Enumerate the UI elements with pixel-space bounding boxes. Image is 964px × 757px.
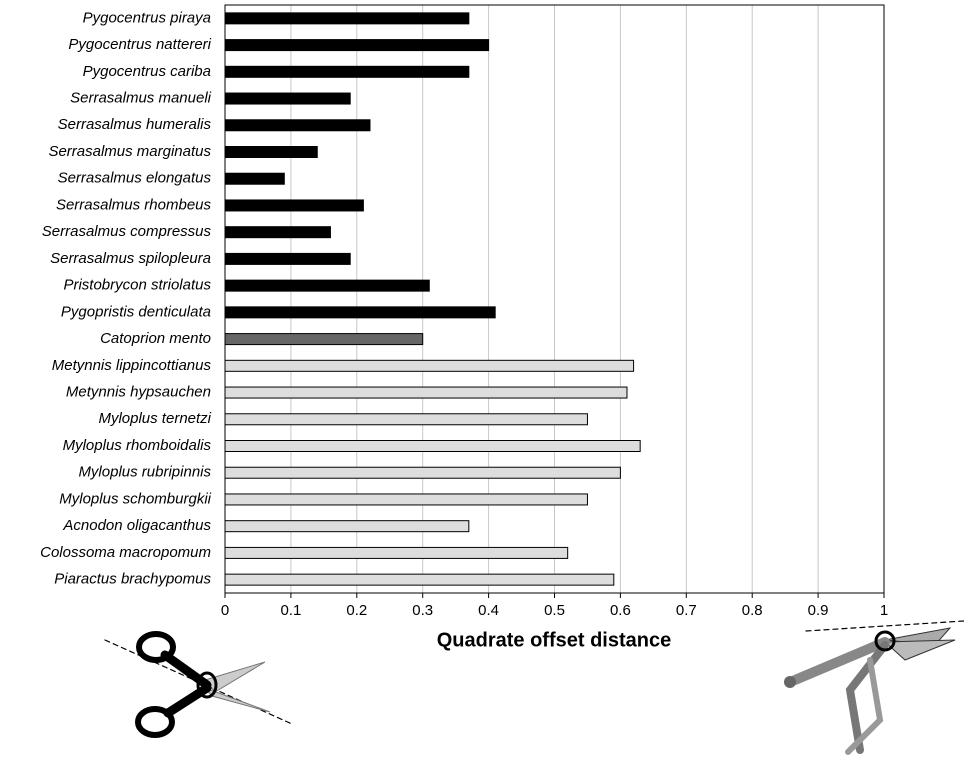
pliers-icon [784, 621, 964, 752]
bar [225, 521, 469, 532]
bar [225, 307, 495, 318]
x-axis-title: Quadrate offset distance [437, 629, 672, 651]
x-tick-label: 1 [880, 602, 888, 619]
x-tick-label: 0.9 [808, 602, 829, 619]
category-label: Pygopristis denticulata [61, 303, 211, 320]
bar [225, 93, 350, 104]
x-tick-label: 0.3 [412, 602, 433, 619]
category-label: Serrasalmus compressus [42, 223, 212, 240]
category-label: Pristobrycon striolatus [63, 277, 211, 294]
bar [225, 494, 587, 505]
bar [225, 40, 489, 51]
bar [225, 280, 429, 291]
bar [225, 253, 350, 264]
category-label: Myloplus ternetzi [98, 410, 211, 427]
category-label: Metynnis hypsauchen [66, 384, 211, 401]
bar [225, 147, 317, 158]
category-label: Serrasalmus rhombeus [56, 196, 212, 213]
bar [225, 414, 587, 425]
bar [225, 173, 284, 184]
category-label: Serrasalmus elongatus [58, 170, 212, 187]
category-label: Myloplus rubripinnis [78, 464, 211, 481]
category-label: Myloplus schomburgkii [59, 490, 211, 507]
x-tick-label: 0.5 [544, 602, 565, 619]
bar [225, 200, 363, 211]
category-label: Serrasalmus spilopleura [50, 250, 211, 267]
x-tick-label: 0.8 [742, 602, 763, 619]
x-tick-label: 0.1 [280, 602, 301, 619]
x-tick-label: 0.2 [346, 602, 367, 619]
category-label: Pygocentrus cariba [83, 63, 211, 80]
category-label: Serrasalmus humeralis [58, 116, 212, 133]
category-label: Serrasalmus marginatus [48, 143, 211, 160]
bar [225, 227, 330, 238]
x-tick-label: 0.7 [676, 602, 697, 619]
category-label: Pygocentrus nattereri [68, 36, 211, 53]
bar [225, 120, 370, 131]
category-label: Catoprion mento [100, 330, 211, 347]
bar [225, 574, 614, 585]
scissors-icon [105, 634, 292, 735]
category-label: Acnodon oligacanthus [62, 517, 211, 534]
x-tick-label: 0.6 [610, 602, 631, 619]
x-tick-label: 0.4 [478, 602, 499, 619]
category-label: Pygocentrus piraya [83, 9, 211, 26]
bar [225, 13, 469, 24]
category-label: Piaractus brachypomus [54, 571, 211, 588]
chart: Quadrate offset distance 0 0.1 0.2 0.3 0.4 0.… [0, 0, 964, 757]
bar [225, 467, 620, 478]
bar [225, 387, 627, 398]
bar [225, 441, 640, 452]
bar [225, 547, 568, 558]
bar [225, 66, 469, 77]
category-label: Myloplus rhomboidalis [63, 437, 212, 454]
bar [225, 334, 423, 345]
category-label: Serrasalmus manueli [70, 90, 212, 107]
category-label: Colossoma macropomum [40, 544, 211, 561]
x-tick-label: 0 [221, 602, 229, 619]
bar [225, 360, 634, 371]
category-label: Metynnis lippincottianus [52, 357, 212, 374]
